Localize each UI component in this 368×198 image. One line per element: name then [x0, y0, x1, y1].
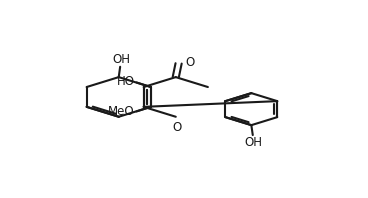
Text: O: O	[185, 56, 194, 69]
Text: OH: OH	[112, 53, 130, 66]
Text: HO: HO	[117, 75, 135, 88]
Text: O: O	[173, 121, 182, 134]
Text: OH: OH	[245, 136, 263, 149]
Text: MeO: MeO	[108, 105, 134, 118]
